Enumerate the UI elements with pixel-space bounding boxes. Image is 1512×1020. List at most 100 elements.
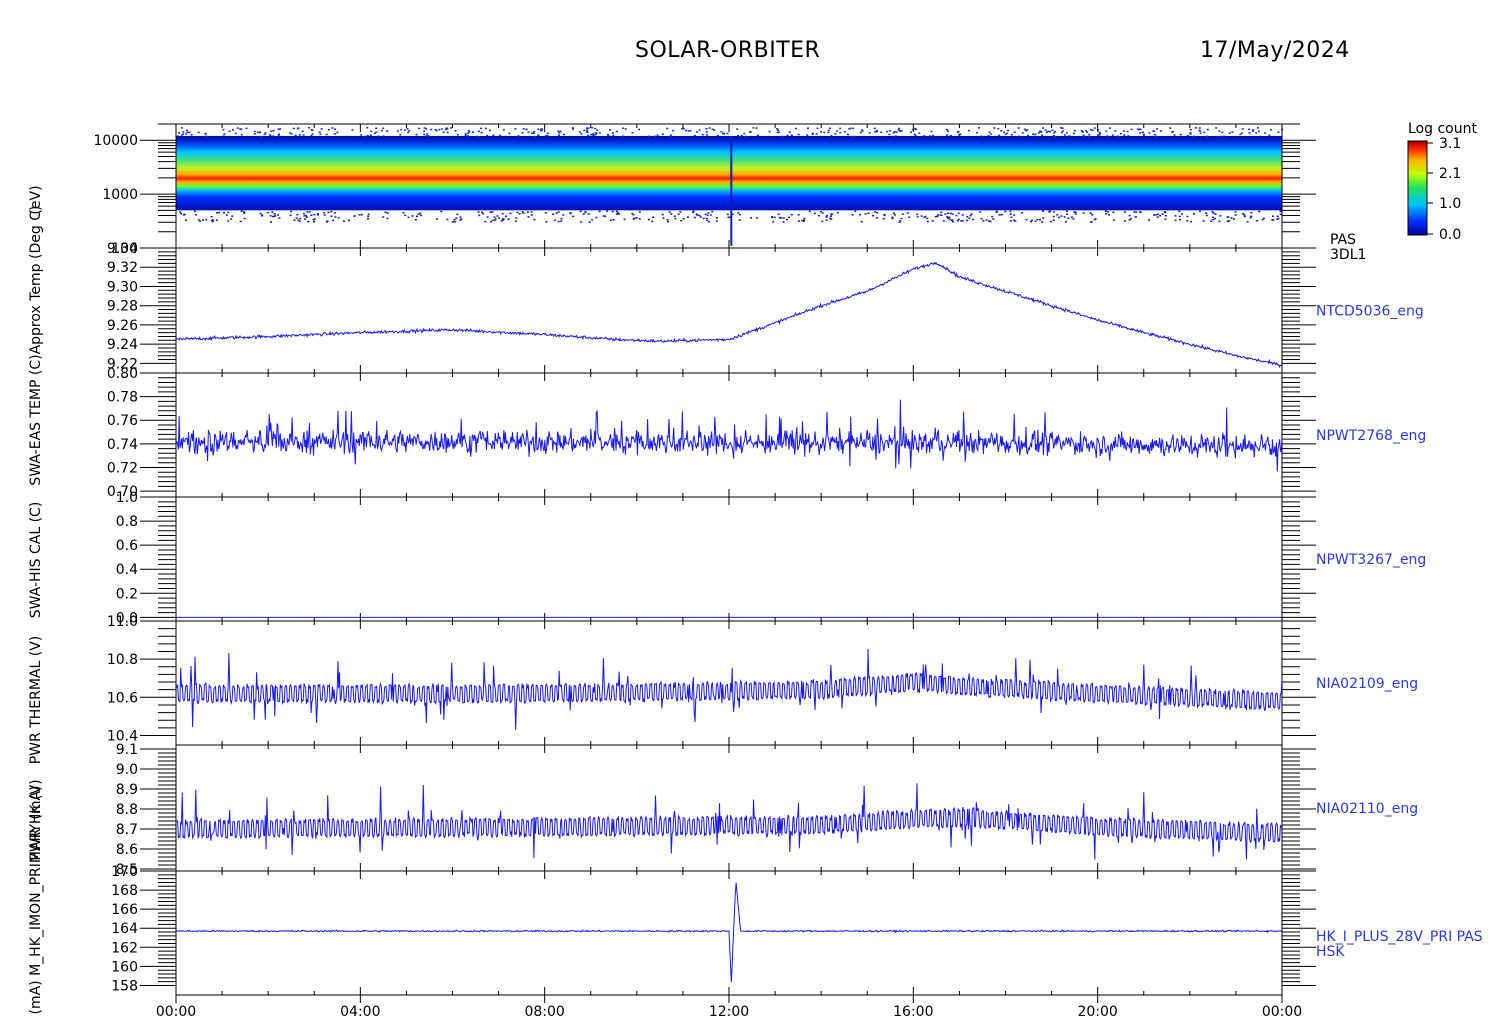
heatmap-speckle — [264, 132, 267, 134]
heatmap-speckle — [1036, 218, 1039, 221]
heatmap-speckle — [546, 132, 549, 135]
heatmap-speckle — [1199, 132, 1202, 134]
heatmap-speckle — [893, 131, 896, 133]
heatmap-speckle — [913, 127, 916, 130]
heatmap-speckle — [403, 129, 406, 131]
heatmap-speckle — [1198, 129, 1201, 132]
heatmap-speckle — [1017, 127, 1020, 129]
heatmap-speckle — [1130, 128, 1133, 131]
heatmap-speckle — [1179, 218, 1182, 221]
heatmap-speckle — [223, 133, 226, 135]
heatmap-speckle — [738, 219, 741, 221]
heatmap-layer — [176, 126, 1284, 246]
heatmap-speckle — [1279, 213, 1282, 216]
heatmap-speckle — [661, 133, 664, 136]
heatmap-speckle — [776, 131, 779, 134]
heatmap-speckle — [1058, 216, 1061, 219]
heatmap-speckle — [632, 218, 635, 220]
heatmap-speckle — [454, 221, 457, 223]
heatmap-speckle — [240, 128, 243, 130]
heatmap-speckle — [210, 215, 213, 218]
heatmap-speckle — [419, 214, 422, 217]
heatmap-speckle — [622, 135, 625, 137]
heatmap-speckle — [1054, 130, 1057, 133]
y-tick-label: 8.6 — [116, 842, 138, 858]
heatmap-speckle — [595, 216, 598, 219]
heatmap-speckle — [271, 215, 274, 218]
heatmap-speckle — [647, 218, 650, 221]
heatmap-speckle — [839, 127, 842, 130]
heatmap-speckle — [1220, 135, 1223, 138]
heatmap-speckle — [1051, 129, 1054, 131]
heatmap-speckle — [305, 216, 308, 218]
heatmap-speckle — [823, 131, 826, 134]
heatmap-speckle — [404, 214, 407, 217]
heatmap-speckle — [1009, 210, 1012, 213]
heatmap-speckle — [440, 210, 443, 213]
series-name-label: HK_I_PLUS_28V_PRI PAS — [1316, 929, 1483, 945]
heatmap-speckle — [1141, 131, 1144, 134]
heatmap-speckle — [1252, 129, 1255, 131]
heatmap-speckle — [916, 213, 919, 216]
heatmap-speckle — [1031, 133, 1034, 136]
heatmap-speckle — [1156, 216, 1159, 218]
heatmap-speckle — [1009, 213, 1012, 215]
heatmap-speckle — [587, 134, 590, 137]
y-axis-label: SWA-HIS CAL (C) — [28, 502, 44, 619]
heatmap-speckle — [1174, 215, 1177, 217]
heatmap-speckle — [211, 219, 214, 221]
heatmap-speckle — [256, 131, 259, 134]
heatmap-speckle — [544, 135, 547, 137]
heatmap-speckle — [406, 128, 409, 130]
heatmap-speckle — [873, 127, 876, 130]
heatmap-speckle — [755, 127, 758, 129]
heatmap-speckle — [292, 127, 295, 130]
heatmap-speckle — [633, 217, 636, 220]
heatmap-speckle — [830, 135, 833, 137]
y-tick-label: 170 — [111, 864, 138, 880]
heatmap-speckle — [223, 211, 226, 214]
heatmap-speckle — [1091, 214, 1094, 216]
heatmap-speckle — [1226, 220, 1229, 223]
heatmap-speckle — [790, 213, 793, 216]
heatmap-speckle — [980, 135, 983, 138]
heatmap-speckle — [771, 216, 774, 219]
heatmap-speckle — [858, 213, 861, 216]
heatmap-speckle — [211, 220, 214, 222]
heatmap-speckle — [669, 135, 672, 138]
heatmap-speckle — [225, 214, 228, 216]
heatmap-speckle — [997, 127, 1000, 130]
heatmap-speckle — [1041, 221, 1044, 223]
heatmap-speckle — [1148, 219, 1151, 221]
heatmap-speckle — [1234, 211, 1237, 213]
heatmap-speckle — [772, 221, 775, 223]
heatmap-speckle — [679, 211, 682, 213]
heatmap-speckle — [1049, 130, 1052, 133]
heatmap-speckle — [386, 130, 389, 132]
heatmap-speckle — [471, 131, 474, 133]
heatmap-speckle — [456, 213, 459, 216]
heatmap-speckle — [771, 215, 774, 218]
heatmap-speckle — [708, 127, 711, 129]
heatmap-speckle — [1239, 133, 1242, 136]
heatmap-speckle — [836, 130, 839, 132]
heatmap-speckle — [682, 217, 685, 220]
heatmap-speckle — [1243, 214, 1246, 216]
heatmap-speckle — [425, 128, 428, 130]
heatmap-speckle — [1067, 217, 1070, 219]
heatmap-speckle — [204, 133, 207, 135]
heatmap-speckle — [240, 210, 243, 212]
heatmap-speckle — [415, 215, 418, 218]
heatmap-speckle — [1268, 134, 1271, 137]
heatmap-speckle — [696, 131, 699, 133]
heatmap-speckle — [797, 214, 800, 216]
heatmap-speckle — [715, 220, 718, 222]
heatmap-speckle — [1195, 127, 1198, 129]
heatmap-speckle — [906, 212, 909, 214]
heatmap-speckle — [875, 217, 878, 219]
heatmap-speckle — [612, 219, 615, 221]
heatmap-speckle — [957, 218, 960, 221]
heatmap-speckle — [320, 128, 323, 130]
